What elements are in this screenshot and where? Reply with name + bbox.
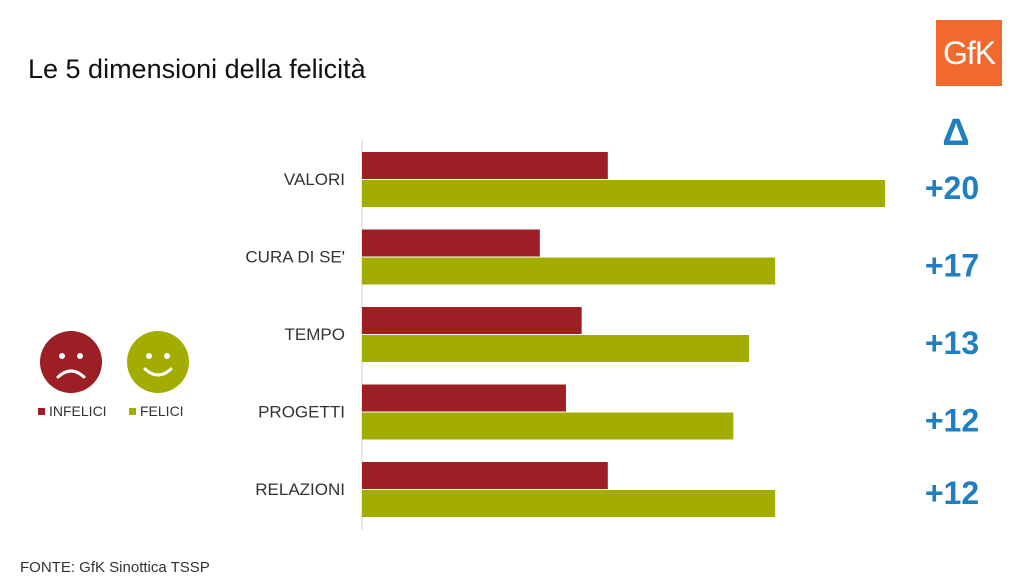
category-label-0: VALORI: [284, 170, 345, 189]
category-label-2: TEMPO: [285, 325, 345, 344]
happy-face-icon: [127, 331, 189, 393]
source-note: FONTE: GfK Sinottica TSSP: [20, 559, 210, 576]
category-label-4: RELAZIONI: [255, 480, 345, 499]
delta-label-1: +17: [925, 248, 979, 284]
bar-infelici-2: [362, 307, 582, 334]
delta-label-3: +12: [925, 403, 979, 439]
legend-label-infelici: INFELICI: [49, 403, 107, 419]
category-label-1: CURA DI SE': [245, 248, 345, 267]
legend-swatch-felici: [129, 407, 136, 415]
bar-felici-3: [362, 412, 734, 440]
category-label-3: PROGETTI: [258, 403, 345, 422]
bar-infelici-0: [362, 152, 608, 179]
bar-felici-0: [362, 180, 885, 207]
delta-label-4: +12: [925, 475, 979, 511]
sad-face-icon: [40, 331, 102, 393]
bar-infelici-1: [362, 229, 540, 257]
gfk-logo: GfK: [936, 20, 1002, 86]
bar-felici-2: [362, 335, 750, 362]
delta-label-0: +20: [925, 170, 979, 206]
legend-felici: FELICI: [129, 403, 184, 419]
delta-label-2: +13: [925, 325, 979, 361]
bar-infelici-4: [362, 462, 608, 489]
bar-felici-1: [362, 257, 776, 285]
legend-swatch-infelici: [38, 407, 45, 415]
delta-header: Δ: [942, 112, 970, 154]
bar-infelici-3: [362, 384, 566, 412]
bar-felici-4: [362, 490, 776, 517]
legend-label-felici: FELICI: [140, 403, 184, 419]
legend-infelici: INFELICI: [38, 403, 107, 419]
page-title: Le 5 dimensioni della felicità: [28, 54, 366, 84]
